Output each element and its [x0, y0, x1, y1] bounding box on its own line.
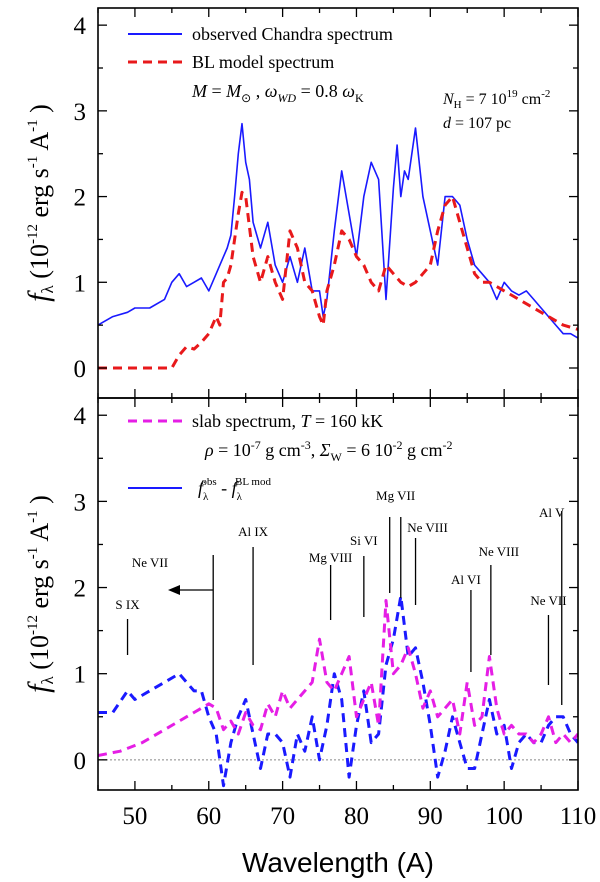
bottom-frame	[97, 397, 579, 791]
ion-arrow-head	[168, 585, 180, 595]
ion-label: Al VI	[451, 572, 481, 587]
ion-label: Ne VIII	[479, 544, 520, 559]
ion-label: S IX	[115, 597, 140, 612]
ion-label: Ne VII	[132, 555, 168, 570]
ytick-label: 4	[74, 13, 87, 40]
xtick-label: 50	[122, 803, 147, 830]
ytick-label: 1	[74, 662, 87, 689]
ion-label: Mg VIII	[309, 550, 352, 565]
ion-label: Ne VIII	[407, 520, 448, 535]
series-bottom-1	[98, 599, 578, 757]
legend-label-observed: observed Chandra spectrum	[192, 24, 393, 44]
series-bottom-0	[98, 594, 578, 788]
series-top-0	[98, 122, 578, 339]
xtick-label: 60	[196, 803, 221, 830]
params-annotation: M = M⊙ , ωWD = 0.8 ωK	[191, 81, 364, 105]
ytick-label: 2	[74, 185, 87, 212]
ytick-label: 4	[74, 403, 87, 430]
top-panel: 0 1 2 3 4 fλ (10-12 erg s-1 A-1 ) observed Cha…	[22, 7, 579, 399]
legend-label-density: ρ = 10-7 g cm-3, ΣW = 6 10-2 g cm-2	[204, 438, 452, 464]
ion-label: Ne VII	[530, 593, 566, 608]
bottom-panel: 0 1 2 3 4 50 60 70 80 90 100 110 fλ (10-12 erg s-1 A…	[22, 397, 597, 878]
distance-annotation: d = 107 pc	[443, 115, 511, 132]
xtick-label: 90	[418, 803, 443, 830]
top-ylabel: fλ (10-12 erg s-1 A-1 )	[22, 104, 57, 302]
legend-label-slab: slab spectrum, T = 160 kK	[192, 411, 383, 431]
ion-label: Al V	[539, 505, 565, 520]
legend-label-bl: BL model spectrum	[192, 52, 334, 72]
ytick-label: 3	[74, 99, 87, 126]
xtick-label: 110	[560, 803, 597, 830]
x-axis-label: Wavelength (A)	[242, 847, 434, 878]
xtick-label: 80	[344, 803, 369, 830]
xtick-label: 100	[485, 803, 523, 830]
ytick-label: 3	[74, 489, 87, 516]
ytick-label: 0	[74, 356, 87, 383]
nh-annotation: NH = 7 1019 cm-2	[442, 88, 550, 111]
legend-label-residual: fλobs - fλBL mod	[198, 476, 271, 503]
bottom-ylabel: fλ (10-12 erg s-1 A-1 )	[22, 495, 57, 693]
series-top-1	[98, 190, 578, 370]
ion-label: Si VI	[350, 533, 378, 548]
ion-label: Al IX	[238, 524, 269, 539]
xtick-label: 70	[270, 803, 295, 830]
ytick-label: 1	[74, 270, 87, 297]
ytick-label: 0	[74, 748, 87, 775]
ytick-label: 2	[74, 576, 87, 603]
ion-label: Mg VII	[376, 488, 415, 503]
